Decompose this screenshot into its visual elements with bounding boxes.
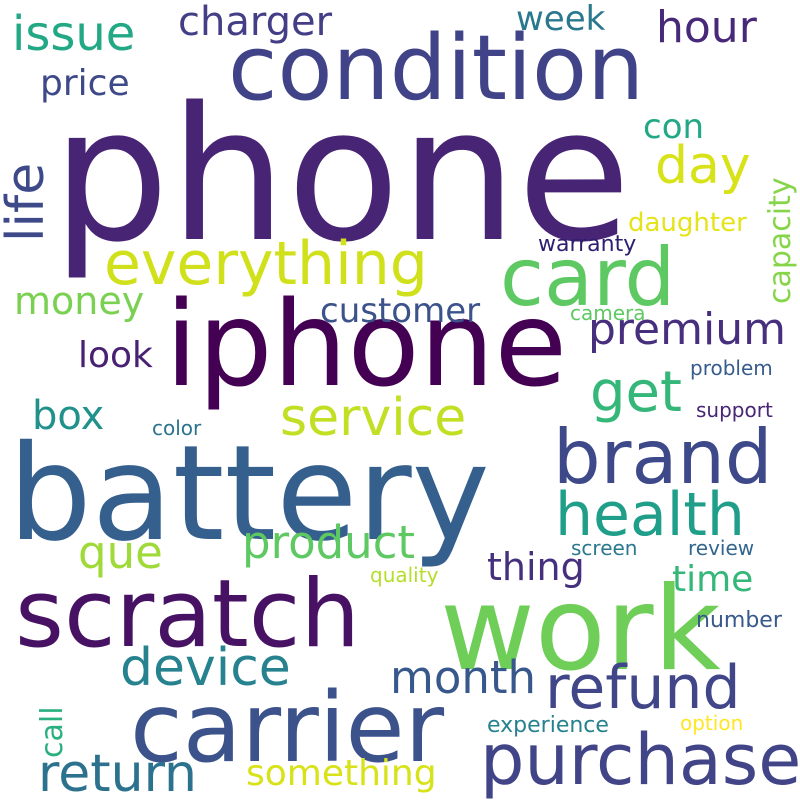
- word-device: device: [120, 638, 291, 698]
- word-option: option: [680, 711, 744, 735]
- word-daughter: daughter: [628, 208, 747, 238]
- word-everything: everything: [104, 229, 428, 299]
- word-card: card: [500, 231, 676, 324]
- word-condition: condition: [228, 16, 645, 121]
- word-product: product: [242, 516, 416, 569]
- word-number: number: [696, 608, 782, 633]
- word-brand: brand: [553, 413, 773, 501]
- word-review: review: [688, 536, 755, 560]
- word-premium: premium: [588, 304, 786, 355]
- word-call: call: [35, 706, 70, 758]
- word-scratch: scratch: [15, 560, 361, 669]
- word-experience: experience: [487, 713, 609, 738]
- word-charger: charger: [178, 0, 333, 45]
- word-day: day: [655, 136, 751, 196]
- word-con: con: [643, 107, 705, 147]
- word-warranty: warranty: [538, 232, 637, 257]
- word-purchase: purchase: [480, 719, 800, 800]
- word-quality: quality: [370, 563, 439, 587]
- word-capacity: capacity: [763, 177, 798, 304]
- word-time: time: [672, 559, 754, 600]
- word-service: service: [280, 388, 467, 448]
- word-phone: phone: [52, 67, 631, 283]
- word-issue: issue: [12, 6, 136, 62]
- word-battery: battery: [8, 417, 490, 571]
- word-money: money: [14, 279, 145, 323]
- word-iphone: iphone: [165, 275, 568, 413]
- word-color: color: [152, 416, 202, 440]
- word-problem: problem: [690, 356, 773, 380]
- word-thing: thing: [487, 545, 585, 589]
- word-week: week: [516, 0, 606, 39]
- word-que: que: [78, 526, 163, 579]
- word-return: return: [38, 744, 197, 800]
- word-customer: customer: [320, 291, 481, 331]
- word-work: work: [440, 562, 721, 697]
- word-support: support: [696, 398, 773, 422]
- word-month: month: [390, 651, 537, 704]
- word-carrier: carrier: [130, 672, 445, 784]
- word-price: price: [40, 63, 130, 104]
- word-something: something: [246, 753, 437, 794]
- word-box: box: [32, 393, 105, 439]
- word-screen: screen: [571, 536, 638, 560]
- word-health: health: [555, 480, 745, 550]
- word-look: look: [78, 335, 153, 376]
- word-life: life: [0, 162, 56, 242]
- word-get: get: [590, 360, 682, 425]
- word-hour: hour: [656, 2, 757, 53]
- word-camera: camera: [570, 301, 646, 325]
- word-refund: refund: [545, 653, 741, 723]
